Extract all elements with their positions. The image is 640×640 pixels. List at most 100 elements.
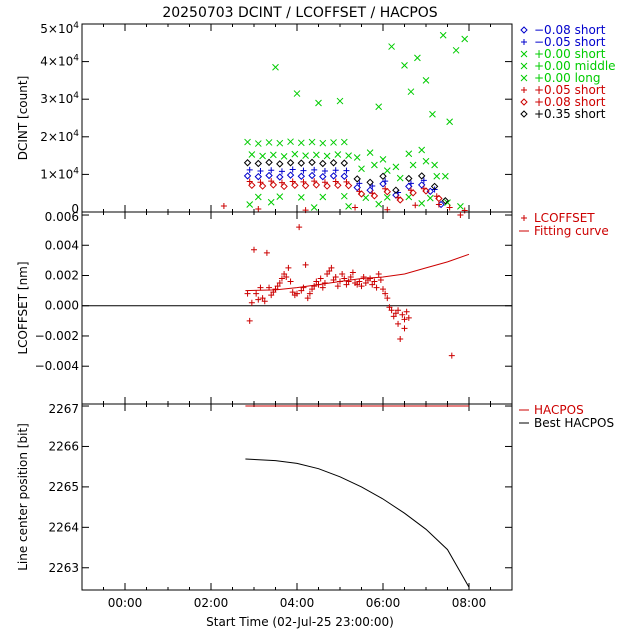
data-point	[311, 283, 318, 290]
data-point	[340, 172, 349, 180]
data-point	[280, 152, 288, 160]
data-point	[395, 307, 402, 314]
y-tick-label: 0.004	[45, 238, 79, 252]
data-point	[446, 118, 454, 126]
data-point	[323, 182, 331, 190]
data-point	[248, 181, 256, 190]
series-lcoffset-0	[244, 212, 464, 359]
data-point	[289, 178, 296, 185]
data-point	[246, 317, 253, 324]
data-point	[324, 270, 331, 277]
y-axis-label: Line center position [bit]	[16, 423, 30, 571]
data-point	[343, 281, 350, 288]
y-tick-label-base: 3×10	[40, 92, 73, 106]
series-line	[245, 253, 470, 292]
data-point	[329, 159, 338, 167]
data-point	[339, 270, 346, 277]
data-point	[293, 90, 301, 97]
data-point	[276, 193, 284, 200]
data-point	[251, 246, 257, 253]
data-point	[390, 313, 397, 320]
data-point	[344, 181, 353, 190]
data-point	[435, 201, 442, 208]
legend-item: Fitting curve	[519, 224, 609, 238]
data-point	[323, 152, 331, 160]
data-point	[343, 167, 350, 174]
data-point	[272, 63, 279, 71]
data-point	[280, 182, 288, 191]
data-point	[268, 167, 275, 174]
x-tick-label: 04:00	[280, 596, 315, 610]
data-point	[407, 180, 414, 187]
data-point	[308, 171, 316, 180]
data-point	[375, 200, 383, 208]
data-point	[312, 181, 321, 189]
legend-item: −0.08 short	[520, 23, 606, 37]
x-axis-label: Start Time (02-Jul-25 23:00:00)	[206, 615, 394, 629]
legend-swatch	[521, 39, 527, 45]
data-point	[380, 286, 386, 293]
series-lcoffset-1	[245, 253, 470, 292]
data-point	[328, 264, 335, 271]
data-point	[258, 182, 267, 190]
data-point	[287, 138, 294, 146]
data-point	[269, 181, 278, 189]
y-tick-label: 2267	[48, 402, 79, 416]
data-point	[302, 152, 309, 159]
data-point	[254, 172, 263, 181]
data-point	[306, 290, 313, 297]
legend-label: LCOFFSET	[534, 211, 595, 225]
data-point	[332, 178, 339, 185]
data-point	[296, 224, 303, 231]
data-point	[246, 201, 254, 208]
data-point	[345, 152, 352, 159]
data-point	[253, 290, 260, 297]
data-point	[300, 284, 307, 291]
data-point	[401, 316, 408, 323]
y-tick-label: 2263	[48, 561, 79, 575]
data-point	[441, 172, 449, 180]
y-axis-label: DCINT [count]	[16, 76, 30, 161]
data-point	[308, 158, 316, 167]
data-point	[371, 161, 378, 169]
data-point	[392, 163, 400, 171]
data-point	[243, 159, 252, 167]
data-point	[313, 278, 320, 285]
data-point	[254, 193, 262, 201]
series-dcint-1	[246, 166, 438, 196]
legend-swatch	[520, 50, 528, 58]
data-point	[369, 281, 376, 288]
legend-swatch	[520, 26, 528, 34]
data-point	[417, 172, 426, 180]
data-point	[326, 267, 333, 274]
panel-lcoffset: −0.004 −0.002 0.000 0.002 0.004 0.006 LCOFFSET…	[16, 210, 609, 405]
data-point	[248, 151, 256, 158]
legend-swatch	[520, 74, 528, 82]
data-point	[246, 166, 253, 173]
legend-item: +0.00 long	[520, 71, 601, 85]
y-tick-label: 0	[71, 202, 79, 216]
data-point	[446, 204, 453, 211]
series-hacpos-1	[245, 458, 470, 588]
data-point	[254, 159, 263, 168]
y-tick-label: 3×104	[40, 91, 79, 106]
x-tick-label: 06:00	[366, 596, 401, 610]
legend-swatch	[520, 62, 528, 70]
data-point	[308, 138, 316, 146]
data-point	[257, 179, 264, 186]
data-point	[457, 212, 464, 219]
legend-label: +0.00 short	[534, 47, 606, 61]
y-tick-label-exponent: 4	[73, 166, 79, 176]
data-point	[334, 181, 342, 190]
data-point	[319, 139, 327, 147]
data-point	[265, 158, 273, 167]
data-point	[243, 172, 252, 180]
data-point	[429, 110, 436, 118]
data-point	[405, 174, 413, 183]
data-point	[401, 62, 408, 69]
data-point	[276, 139, 284, 147]
data-point	[420, 177, 427, 184]
data-point	[340, 138, 348, 146]
data-point	[319, 172, 327, 181]
